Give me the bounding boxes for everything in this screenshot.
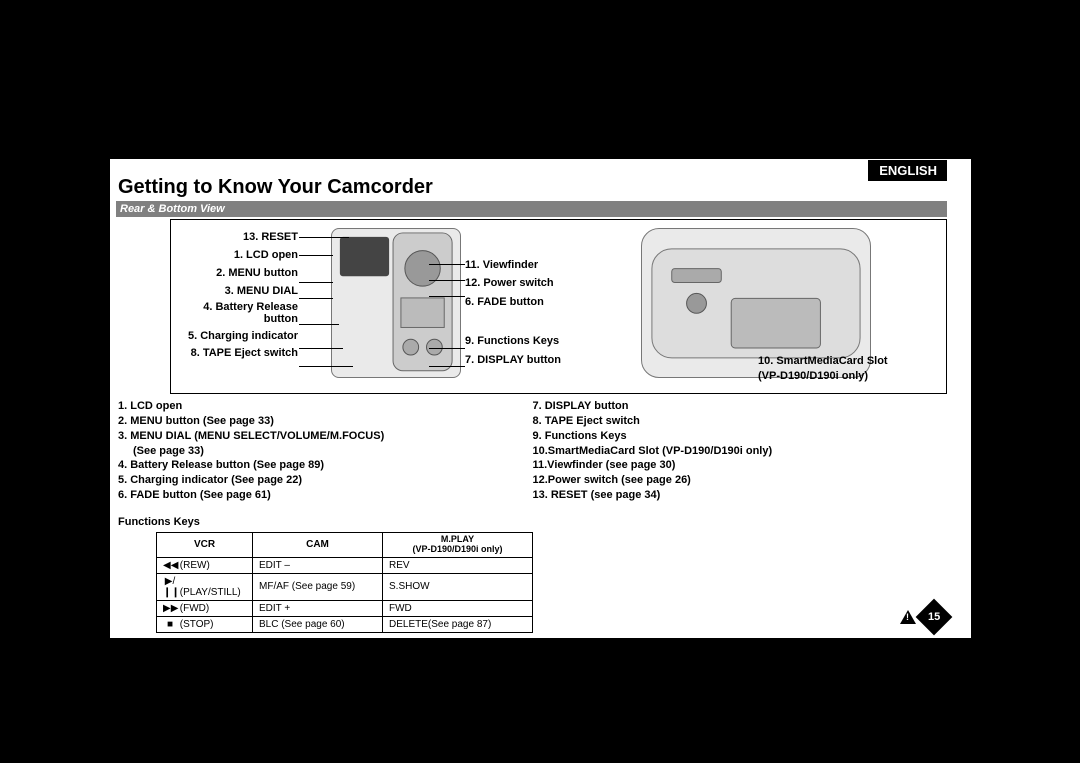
warning-icon (900, 610, 916, 624)
cell: (PLAY/STILL) (180, 587, 241, 598)
rew-icon: ◀◀ (163, 560, 177, 571)
label-viewfinder: 11. Viewfinder (465, 258, 590, 273)
leader-line (429, 366, 465, 367)
label-reset: 13. RESET (173, 230, 298, 245)
fwd-icon: ▶▶ (163, 603, 177, 614)
page-title: Getting to Know Your Camcorder (118, 176, 433, 199)
leader-line (299, 324, 339, 325)
label-smartmedia-note: (VP-D190/D190i only) (758, 369, 938, 383)
label-functions-keys: 9. Functions Keys (465, 334, 590, 349)
legend-item: 7. DISPLAY button (533, 399, 948, 414)
legend-item: 4. Battery Release button (See page 89) (118, 458, 533, 473)
cell: BLC (See page 60) (253, 616, 383, 632)
cell: DELETE(See page 87) (383, 616, 533, 632)
cell: REV (383, 557, 533, 573)
legend-item: 1. LCD open (118, 399, 533, 414)
section-subtitle: Rear & Bottom View (116, 201, 947, 217)
camera-rear-svg (332, 229, 460, 377)
th-cam: CAM (253, 533, 383, 558)
legend-item: 13. RESET (see page 34) (533, 488, 948, 503)
language-badge: ENGLISH (868, 160, 947, 181)
label-smartmedia-slot: 10. SmartMediaCard Slot (758, 354, 938, 368)
label-battery-release: 4. Battery Release button (173, 301, 298, 325)
label-menu-dial: 3. MENU DIAL (173, 284, 298, 299)
leader-line (299, 298, 333, 299)
table-row: ■ (STOP) BLC (See page 60) DELETE(See pa… (157, 616, 533, 632)
label-tape-eject: 8. TAPE Eject switch (173, 346, 298, 361)
functions-keys-table: VCR CAM M.PLAY (VP-D190/D190i only) ◀◀ (… (156, 532, 533, 633)
label-menu-button: 2. MENU button (173, 266, 298, 281)
legend-item: 11.Viewfinder (see page 30) (533, 458, 948, 473)
legend-item: 9. Functions Keys (533, 429, 948, 444)
legend-left-col: 1. LCD open 2. MENU button (See page 33)… (118, 399, 533, 503)
cell: MF/AF (See page 59) (253, 573, 383, 600)
legend-item: 10.SmartMediaCard Slot (VP-D190/D190i on… (533, 444, 948, 459)
legend-item: 2. MENU button (See page 33) (118, 414, 533, 429)
legend-item: 6. FADE button (See page 61) (118, 488, 533, 503)
cell: (FWD) (180, 603, 209, 614)
diagram-right-labels: 10. SmartMediaCard Slot (VP-D190/D190i o… (758, 354, 938, 383)
diagram-left-labels: 13. RESET 1. LCD open 2. MENU button 3. … (173, 230, 298, 364)
leader-line (429, 348, 465, 349)
label-fade-button: 6. FADE button (465, 295, 590, 310)
table-row: ▶/❙❙ (PLAY/STILL) MF/AF (See page 59) S.… (157, 573, 533, 600)
legend-item: 8. TAPE Eject switch (533, 414, 948, 429)
label-power-switch: 12. Power switch (465, 276, 590, 291)
cell: S.SHOW (383, 573, 533, 600)
table-row: ◀◀ (REW) EDIT – REV (157, 557, 533, 573)
play-still-icon: ▶/❙❙ (163, 576, 177, 598)
label-display-button: 7. DISPLAY button (465, 353, 590, 368)
leader-line (299, 237, 349, 238)
leader-line (429, 280, 465, 281)
manual-page: ENGLISH Getting to Know Your Camcorder R… (110, 159, 971, 638)
th-vcr: VCR (157, 533, 253, 558)
stop-icon: ■ (163, 619, 177, 630)
legend-item: (See page 33) (118, 444, 533, 459)
cell: FWD (383, 600, 533, 616)
legend-item: 3. MENU DIAL (MENU SELECT/VOLUME/M.FOCUS… (118, 429, 533, 444)
label-charging-indicator: 5. Charging indicator (173, 329, 298, 344)
leader-line (429, 264, 465, 265)
cell: EDIT – (253, 557, 383, 573)
legend-item: 5. Charging indicator (See page 22) (118, 473, 533, 488)
label-spacer (465, 313, 590, 331)
functions-keys-heading: Functions Keys (118, 516, 200, 528)
camcorder-rear-illustration (331, 228, 461, 378)
cell: (REW) (180, 560, 210, 571)
leader-line (299, 348, 343, 349)
th-mplay: M.PLAY (VP-D190/D190i only) (383, 533, 533, 558)
leader-line (299, 366, 353, 367)
diagram-container: 13. RESET 1. LCD open 2. MENU button 3. … (170, 219, 947, 394)
table-header-row: VCR CAM M.PLAY (VP-D190/D190i only) (157, 533, 533, 558)
diagram-mid-labels: 11. Viewfinder 12. Power switch 6. FADE … (465, 258, 590, 371)
label-lcd-open: 1. LCD open (173, 248, 298, 263)
leader-line (299, 282, 333, 283)
leader-line (429, 296, 465, 297)
cell: EDIT + (253, 600, 383, 616)
legend-right-col: 7. DISPLAY button 8. TAPE Eject switch 9… (533, 399, 948, 503)
legend-columns: 1. LCD open 2. MENU button (See page 33)… (118, 399, 947, 503)
legend-item: 12.Power switch (see page 26) (533, 473, 948, 488)
page-number-badge: 15 (916, 599, 953, 636)
leader-line (299, 255, 333, 256)
table-row: ▶▶ (FWD) EDIT + FWD (157, 600, 533, 616)
cell: (STOP) (180, 619, 214, 630)
